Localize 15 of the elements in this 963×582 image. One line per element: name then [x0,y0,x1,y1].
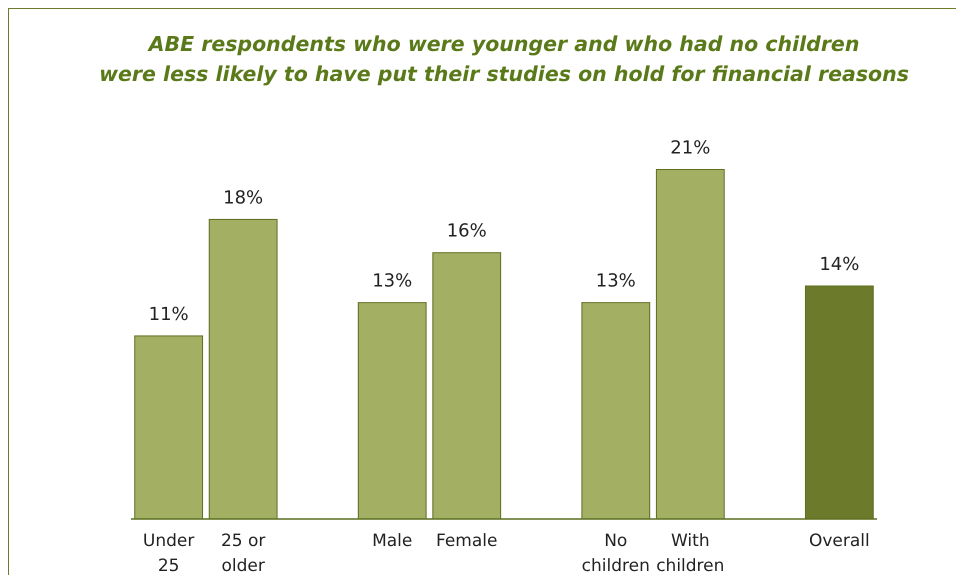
x-tick-label: Female [436,531,498,551]
data-label: 11% [148,304,189,325]
data-label: 13% [596,270,636,292]
x-tick-label: Male [372,531,412,551]
chart-title: ABE respondents who were younger and who had no children were less likely to have put their studies on hold for financial reasons [99,32,909,86]
data-label: 18% [223,187,264,208]
data-label: 13% [372,270,412,292]
data-label: 21% [670,137,710,158]
x-tick-label: With children [656,531,724,576]
x-tick-label: No children [582,531,650,576]
data-label: 14% [819,254,860,275]
data-label: 16% [446,220,487,242]
x-tick-label: 25 or older [220,531,266,576]
x-tick-label: Under 25 [142,531,194,576]
x-tick-label: Overall [808,531,870,551]
